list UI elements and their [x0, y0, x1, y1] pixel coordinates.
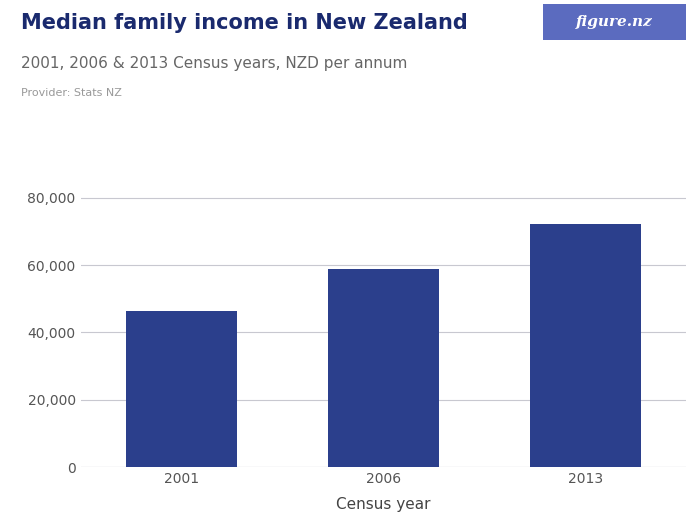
Bar	[126, 310, 237, 467]
Text: figure.nz: figure.nz	[576, 15, 652, 29]
Text: Provider: Stats NZ: Provider: Stats NZ	[21, 88, 122, 98]
Text: 2001, 2006 & 2013 Census years, NZD per annum: 2001, 2006 & 2013 Census years, NZD per …	[21, 56, 407, 71]
X-axis label: Census year: Census year	[336, 497, 430, 512]
Bar	[530, 224, 640, 467]
Text: Median family income in New Zealand: Median family income in New Zealand	[21, 13, 468, 33]
Bar	[328, 269, 439, 467]
